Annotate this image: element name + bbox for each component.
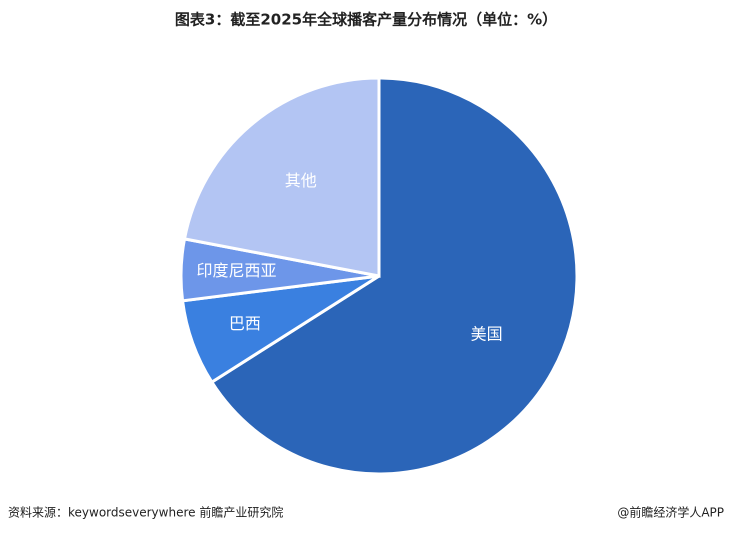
credit: @前瞻经济学人APP [617, 505, 724, 520]
pie-slice [209, 76, 579, 476]
source-note: 资料来源：keywordseverywhere 前瞻产业研究院 [8, 505, 283, 520]
slice-label: 巴西 [229, 314, 261, 333]
slice-label: 印度尼西亚 [197, 261, 277, 280]
slice-label: 美国 [471, 325, 503, 344]
chart-title: 图表3：截至2025年全球播客产量分布情况（单位：%） [175, 11, 557, 29]
pie: 美国 巴西 印度尼西亚 其他 [179, 76, 579, 476]
slice-label: 其他 [285, 171, 317, 190]
pie-slice [182, 76, 381, 278]
